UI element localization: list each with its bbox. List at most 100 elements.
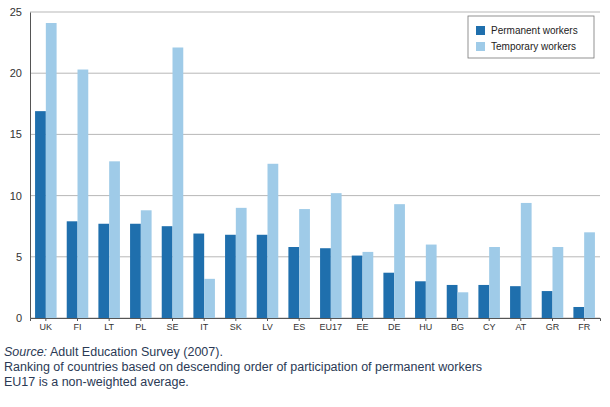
x-tick: EU17 xyxy=(320,318,343,332)
y-tick-label: 25 xyxy=(10,6,22,18)
x-tick-label: AT xyxy=(515,322,526,332)
x-tick-label: SK xyxy=(230,322,242,332)
bar xyxy=(141,210,152,318)
legend-label: Temporary workers xyxy=(491,41,576,52)
chart: 0 5 10 15 20 25 UK FI LT PL SE IT SK LV ES EU17 EE DE HU BG… xyxy=(0,0,610,407)
bar xyxy=(415,281,426,318)
bar xyxy=(67,221,78,318)
series xyxy=(35,111,584,318)
x-tick-mark xyxy=(520,318,521,321)
x-tick-mark xyxy=(45,318,46,321)
bar xyxy=(130,224,141,318)
y-tick: 5 xyxy=(16,251,30,263)
bar xyxy=(204,279,215,318)
note: Source: Adult Education Survey (2007). xyxy=(4,345,223,359)
x-tick: IT xyxy=(200,318,209,332)
x-tick-mark xyxy=(235,318,236,321)
x-tick: EE xyxy=(356,318,368,332)
bar xyxy=(584,232,595,318)
bar xyxy=(478,285,489,318)
bar xyxy=(299,209,310,318)
x-tick-mark xyxy=(267,318,268,321)
x-tick-label: EE xyxy=(356,322,368,332)
x-tick: PL xyxy=(135,318,146,332)
x-tick: ES xyxy=(293,318,305,332)
note: Ranking of countries based on descending… xyxy=(4,360,482,374)
y-tick: 25 xyxy=(10,6,30,18)
x-tick-label: EU17 xyxy=(320,322,343,332)
legend-swatch xyxy=(476,42,485,51)
x-tick-mark xyxy=(109,318,110,321)
grid-line xyxy=(30,12,600,13)
x-tick: DE xyxy=(388,318,401,332)
y-tick: 20 xyxy=(10,67,30,79)
bar xyxy=(288,247,299,318)
y-tick-label: 0 xyxy=(16,312,22,324)
bar xyxy=(46,23,57,318)
x-tick: AT xyxy=(515,318,526,332)
bar xyxy=(193,234,204,318)
y-tick: 15 xyxy=(10,128,30,140)
x-tick: CY xyxy=(483,318,496,332)
x-tick-mark xyxy=(172,318,173,321)
y-tick-label: 15 xyxy=(10,128,22,140)
x-tick-label: IT xyxy=(200,322,209,332)
grid-line xyxy=(30,73,600,74)
x-tick-label: BG xyxy=(451,322,464,332)
y-tick-label: 5 xyxy=(16,251,22,263)
x-tick: UK xyxy=(40,318,53,332)
bar xyxy=(331,193,342,318)
x-axis: UK FI LT PL SE IT SK LV ES EU17 EE DE HU BG CY AT GR FR xyxy=(31,318,601,332)
y-tick-label: 20 xyxy=(10,67,22,79)
x-tick-mark xyxy=(489,318,490,321)
y-tick: 10 xyxy=(10,190,30,202)
bar xyxy=(573,307,584,318)
x-tick-label: CY xyxy=(483,322,496,332)
bar xyxy=(426,245,437,318)
bar xyxy=(447,285,458,318)
x-tick-label: FR xyxy=(578,322,590,332)
bar xyxy=(363,252,374,318)
bar xyxy=(257,235,268,318)
bar xyxy=(236,208,247,318)
bar xyxy=(268,164,279,318)
bar xyxy=(78,70,89,318)
x-tick: LV xyxy=(262,318,272,332)
bar xyxy=(320,248,331,318)
x-tick: HU xyxy=(419,318,432,332)
x-tick-label: FI xyxy=(74,322,82,332)
bar xyxy=(352,256,363,318)
grid xyxy=(30,12,600,318)
bar xyxy=(510,286,521,318)
x-tick: SE xyxy=(166,318,178,332)
x-tick: GR xyxy=(546,318,560,332)
x-tick: BG xyxy=(451,318,464,332)
y-tick: 0 xyxy=(16,312,30,324)
x-tick-mark xyxy=(362,318,363,321)
grid-line xyxy=(30,134,600,135)
bar xyxy=(394,204,405,318)
x-tick: SK xyxy=(230,318,242,332)
x-tick-mark xyxy=(552,318,553,321)
x-tick-mark xyxy=(584,318,585,321)
x-tick-label: GR xyxy=(546,322,560,332)
x-tick-label: LT xyxy=(104,322,114,332)
legend-label: Permanent workers xyxy=(491,25,578,36)
note: EU17 is a non-weighted average. xyxy=(4,375,189,389)
x-axis-line xyxy=(31,319,601,322)
bar xyxy=(225,235,236,318)
x-tick-mark xyxy=(330,318,331,321)
bar xyxy=(162,226,173,318)
bar xyxy=(458,292,469,318)
bar xyxy=(542,291,553,318)
x-tick: FR xyxy=(578,318,590,332)
bar xyxy=(98,224,109,318)
x-tick-mark xyxy=(140,318,141,321)
x-tick-label: ES xyxy=(293,322,305,332)
series xyxy=(46,23,595,318)
x-tick-label: DE xyxy=(388,322,401,332)
x-tick-mark xyxy=(457,318,458,321)
bar xyxy=(521,203,532,318)
x-tick-label: SE xyxy=(166,322,178,332)
x-tick-label: PL xyxy=(135,322,146,332)
